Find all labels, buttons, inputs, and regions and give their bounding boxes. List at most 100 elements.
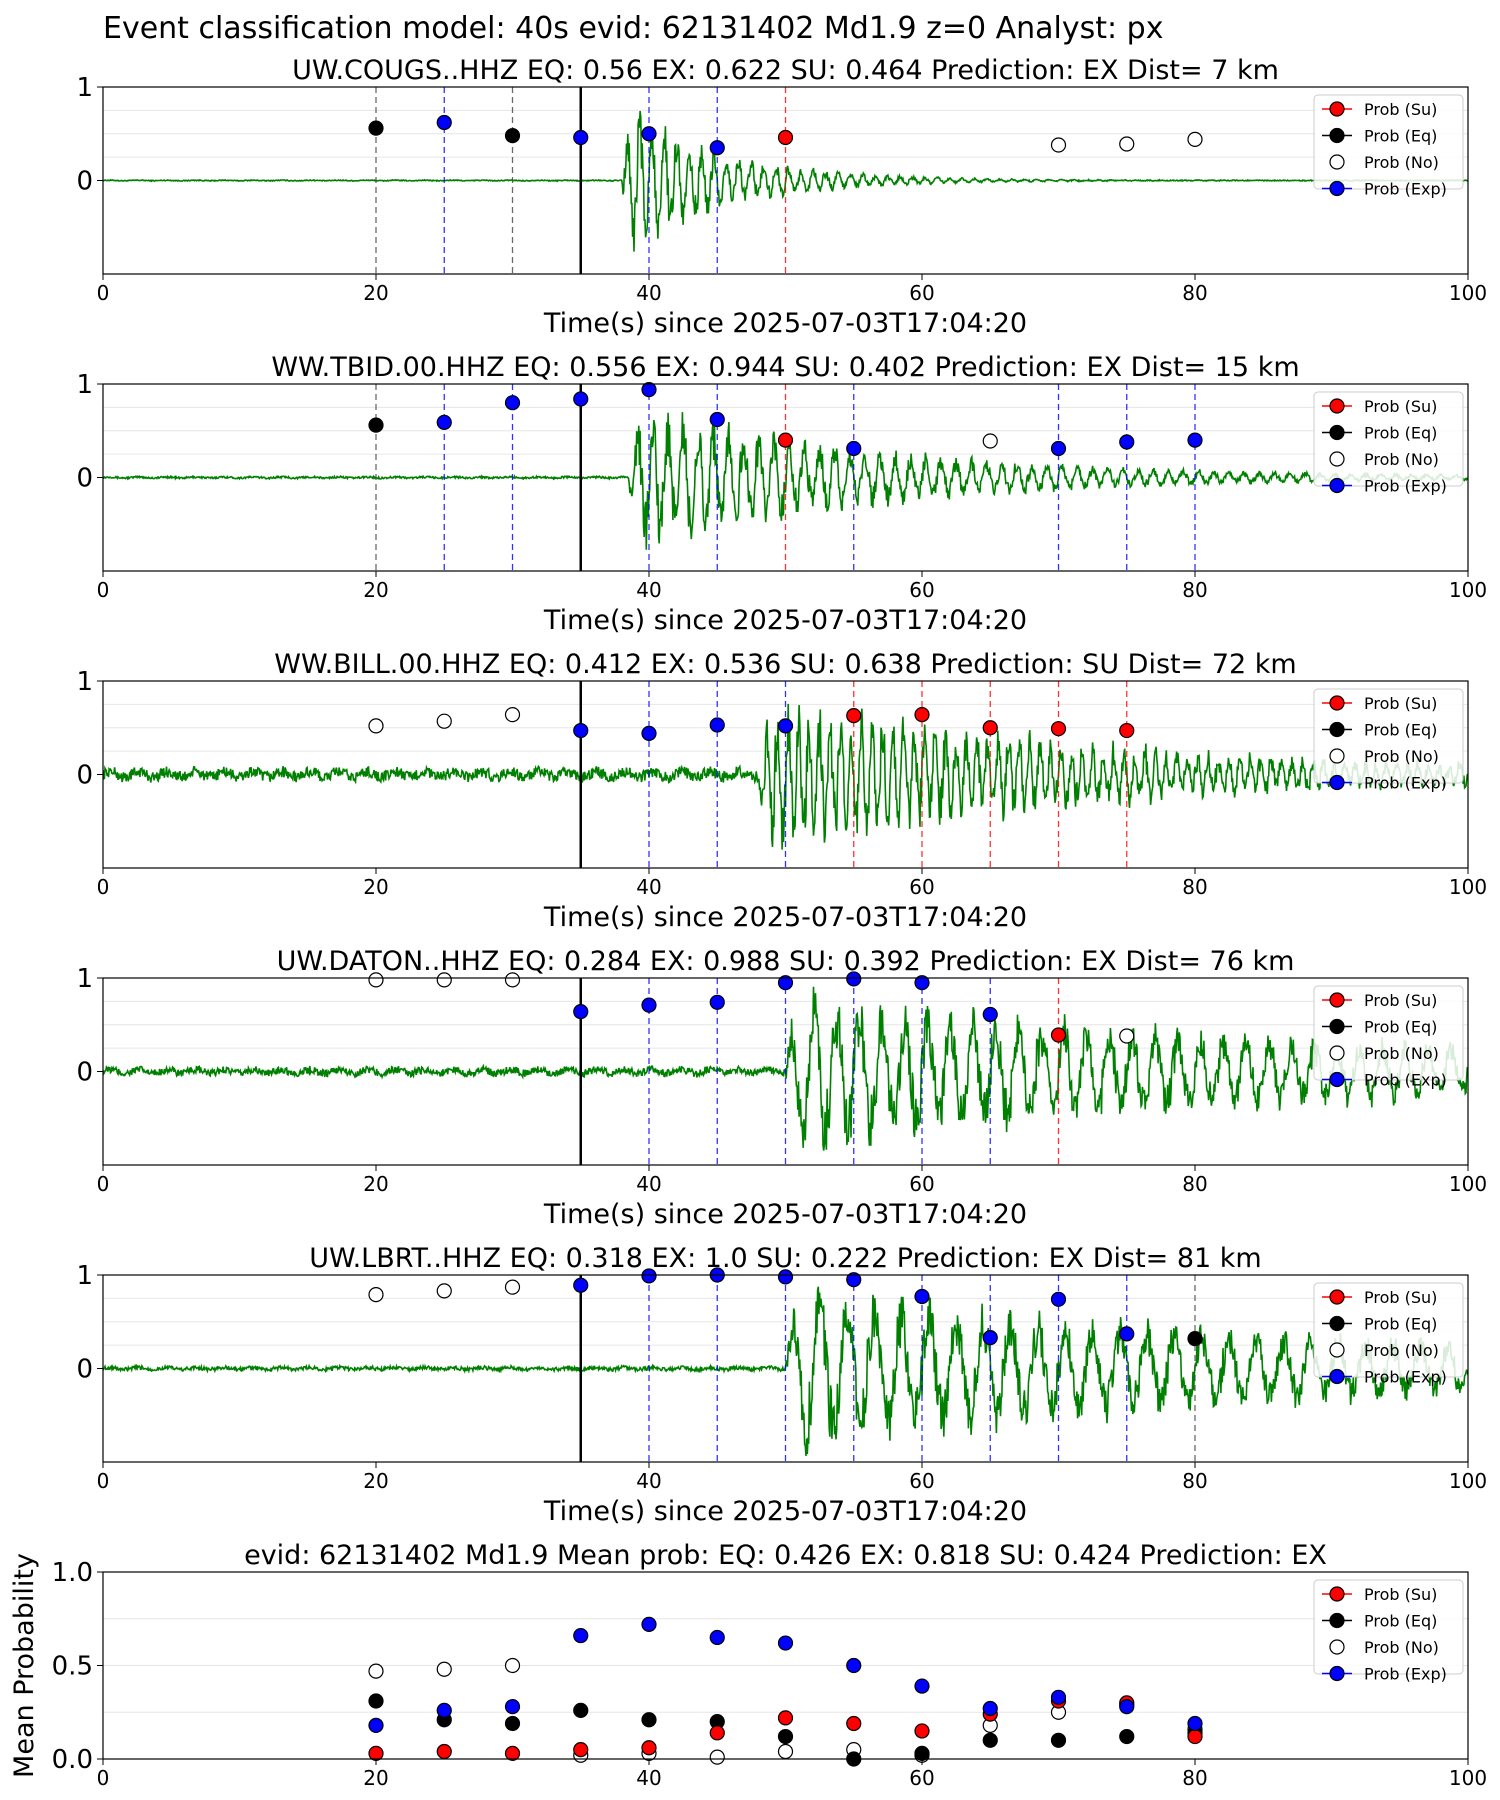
legend: Prob (Su) Prob (Eq) Prob (No) Prob (Exp) bbox=[1313, 688, 1464, 793]
prob-point-no bbox=[504, 1279, 521, 1295]
legend-label: Prob (Eq) bbox=[1364, 1315, 1437, 1334]
prob-point-no bbox=[1119, 136, 1135, 152]
x-tick-label: 80 bbox=[1182, 1172, 1207, 1196]
legend-label: Prob (Exp) bbox=[1364, 1368, 1447, 1387]
mean-prob-point-exp bbox=[1119, 1699, 1135, 1715]
legend-label: Prob (Su) bbox=[1364, 397, 1437, 416]
mean-prob-point-eq bbox=[777, 1728, 794, 1745]
prob-point-eq bbox=[368, 120, 384, 136]
x-tick-label: 20 bbox=[363, 875, 388, 899]
prob-point-eq bbox=[1187, 1330, 1203, 1347]
mean-prob-point-no bbox=[436, 1661, 452, 1677]
prob-point-su bbox=[1119, 722, 1135, 739]
legend-label: Prob (Eq) bbox=[1364, 721, 1437, 740]
x-tick-label: 60 bbox=[909, 578, 934, 602]
prob-point-no bbox=[504, 707, 521, 723]
mean-prob-point-eq bbox=[982, 1732, 998, 1748]
prob-point-exp bbox=[1050, 440, 1067, 457]
prob-point-eq bbox=[368, 417, 384, 433]
mean-prob-point-su bbox=[436, 1743, 452, 1760]
legend-marker bbox=[1329, 1289, 1345, 1305]
y-tick-label: 0 bbox=[76, 464, 93, 494]
mean-prob-point-exp bbox=[846, 1657, 862, 1674]
mean-prob-point-exp bbox=[368, 1717, 384, 1733]
prob-point-no bbox=[436, 1283, 452, 1299]
subplot-title: WW.TBID.00.HHZ EQ: 0.556 EX: 0.944 SU: 0… bbox=[271, 352, 1299, 383]
mean-prob-point-exp bbox=[1187, 1715, 1203, 1732]
legend-marker bbox=[1329, 1045, 1345, 1061]
legend-marker bbox=[1329, 721, 1345, 738]
legend-box bbox=[1313, 94, 1464, 190]
panel-5: 0 20 40 60 80 100 1 0 UW.LBRT..HHZ EQ: 0.318 EX:… bbox=[76, 1243, 1487, 1527]
legend: Prob (Su) Prob (Eq) Prob (No) Prob (Exp) bbox=[1313, 1579, 1464, 1684]
prob-point-exp bbox=[914, 975, 930, 991]
subplot-title: UW.DATON..HHZ EQ: 0.284 EX: 0.988 SU: 0.… bbox=[277, 946, 1295, 977]
x-tick-label: 0 bbox=[97, 578, 110, 602]
prob-point-no bbox=[1187, 131, 1203, 147]
legend-marker bbox=[1329, 1612, 1345, 1629]
subplot-title: WW.BILL.00.HHZ EQ: 0.412 EX: 0.536 SU: 0… bbox=[274, 649, 1296, 680]
x-tick-label: 40 bbox=[636, 1766, 661, 1790]
legend-box bbox=[1313, 391, 1464, 487]
prob-point-exp bbox=[777, 1269, 794, 1285]
legend-box bbox=[1313, 985, 1464, 1081]
x-tick-label: 40 bbox=[636, 578, 661, 602]
mean-prob-point-exp bbox=[709, 1629, 725, 1646]
prob-point-exp bbox=[982, 1330, 998, 1346]
legend-box bbox=[1313, 688, 1464, 784]
legend-label: Prob (Exp) bbox=[1364, 180, 1447, 199]
x-tick-label: 20 bbox=[363, 1172, 388, 1196]
legend-label: Prob (No) bbox=[1364, 153, 1439, 172]
mean-prob-point-exp bbox=[436, 1702, 452, 1718]
prob-point-exp bbox=[573, 1004, 589, 1020]
prob-point-exp bbox=[846, 440, 862, 457]
prob-point-exp bbox=[504, 395, 521, 411]
legend-marker bbox=[1329, 1071, 1345, 1088]
mean-prob-point-su bbox=[1187, 1728, 1203, 1745]
legend-marker bbox=[1329, 424, 1345, 441]
y-tick-label: 1 bbox=[76, 667, 93, 697]
figure-title: Event classification model: 40s evid: 62… bbox=[103, 11, 1163, 46]
mean-prob-point-eq bbox=[1119, 1728, 1135, 1745]
legend-marker bbox=[1329, 1018, 1345, 1035]
legend-label: Prob (No) bbox=[1364, 747, 1439, 766]
mean-prob-point-exp bbox=[914, 1678, 930, 1694]
prob-point-exp bbox=[709, 411, 725, 428]
prob-point-exp bbox=[573, 722, 589, 739]
panel-1: 0 20 40 60 80 100 1 0 UW.COUGS..HHZ EQ: 0.56 EX:… bbox=[76, 55, 1487, 339]
y-axis-label: Mean Probability bbox=[9, 1553, 40, 1778]
x-tick-label: 100 bbox=[1449, 875, 1487, 899]
mean-prob-point-eq bbox=[573, 1702, 589, 1718]
prob-point-no bbox=[368, 718, 384, 734]
legend-marker bbox=[1329, 451, 1345, 467]
prob-point-su bbox=[846, 707, 862, 724]
legend-label: Prob (No) bbox=[1364, 1638, 1439, 1657]
prob-point-exp bbox=[709, 717, 725, 733]
legend-label: Prob (Su) bbox=[1364, 694, 1437, 713]
prob-point-exp bbox=[982, 1006, 998, 1023]
x-tick-label: 100 bbox=[1449, 1469, 1487, 1493]
x-tick-label: 20 bbox=[363, 1766, 388, 1790]
prob-point-exp bbox=[777, 975, 794, 991]
legend-label: Prob (Exp) bbox=[1364, 1665, 1447, 1684]
x-tick-label: 60 bbox=[909, 1469, 934, 1493]
mean-prob-point-exp bbox=[504, 1699, 521, 1715]
mean-prob-point-su bbox=[573, 1742, 589, 1758]
mean-prob-point-eq bbox=[368, 1693, 384, 1709]
prob-point-exp bbox=[709, 994, 725, 1010]
x-tick-label: 100 bbox=[1449, 1766, 1487, 1790]
panel-4: 0 20 40 60 80 100 1 0 UW.DATON..HHZ EQ: 0.284 EX… bbox=[76, 946, 1487, 1230]
legend: Prob (Su) Prob (Eq) Prob (No) Prob (Exp) bbox=[1313, 391, 1464, 496]
prob-point-no bbox=[504, 972, 521, 988]
legend-marker bbox=[1329, 1342, 1345, 1358]
legend-marker bbox=[1329, 992, 1345, 1008]
x-axis-label: Time(s) since 2025-07-03T17:04:20 bbox=[543, 1199, 1027, 1230]
mean-prob-point-su bbox=[504, 1745, 521, 1761]
legend-marker bbox=[1329, 180, 1345, 197]
prob-point-exp bbox=[573, 129, 589, 146]
prob-point-exp bbox=[1187, 432, 1203, 448]
legend-label: Prob (Eq) bbox=[1364, 127, 1437, 146]
legend-label: Prob (No) bbox=[1364, 1044, 1439, 1063]
legend-marker bbox=[1329, 127, 1345, 144]
mean-prob-point-eq bbox=[641, 1712, 657, 1728]
